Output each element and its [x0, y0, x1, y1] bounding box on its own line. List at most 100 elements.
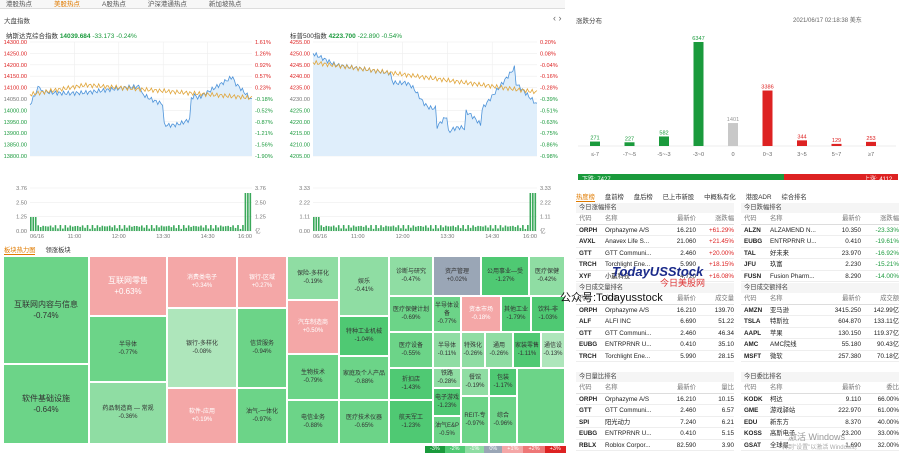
table-row[interactable]: GTT GTT Communi... 2.460 +20.00%: [576, 248, 734, 259]
sector-tile[interactable]: 资本市场 -0.18%: [461, 296, 501, 332]
tab-ipo[interactable]: 已上市新股: [662, 194, 695, 201]
table-row[interactable]: XYF 小赢科技 4.720 +16.08%: [576, 271, 734, 282]
table-row[interactable]: EUBG ENTRPRNR U... 0.410 35.10: [576, 339, 734, 351]
sector-tile[interactable]: 药品制造商 — 常规 -0.36%: [89, 382, 167, 444]
sector-tile[interactable]: 餐馆 -0.19%: [461, 368, 489, 396]
prev-next-arrows[interactable]: ‹ ›: [553, 13, 562, 23]
tab-private[interactable]: 中概私有化: [704, 194, 736, 201]
sector-tile[interactable]: 软件基础设施 -0.64%: [3, 364, 89, 444]
sector-tile[interactable]: 家装零售 -1.11%: [513, 332, 541, 368]
tab-a[interactable]: A股热点: [102, 1, 126, 8]
sector-tile[interactable]: 油气E&P -0.5%: [433, 416, 461, 444]
table-row[interactable]: TSLA 特斯拉 604.870 133.11亿: [741, 316, 899, 328]
tab-adr[interactable]: 港股ADR: [745, 194, 772, 201]
sector-tile[interactable]: 家庭及个人产品 -0.88%: [339, 356, 389, 400]
sector-tile[interactable]: 折扣店 -1.43%: [389, 368, 433, 400]
sector-change: -0.11%: [437, 351, 457, 357]
sector-tile[interactable]: 保险-多样化 -0.19%: [287, 256, 339, 300]
nasdaq-quote: 纳斯达克综合指数 14039.684 -33.173 -0.24%: [6, 30, 137, 40]
sector-tile[interactable]: 特种工业机械 -1.04%: [339, 316, 389, 356]
y-tick: 14200.00: [4, 63, 27, 69]
sector-tile[interactable]: 其他工业 -1.79%: [501, 296, 531, 332]
table-row[interactable]: AVXL Anavex Life S... 21.060 +21.45%: [576, 236, 734, 248]
table-row[interactable]: GTT GTT Communi... 2.460 46.34: [576, 328, 734, 339]
sector-tile[interactable]: 生物技术 -0.79%: [287, 354, 339, 400]
table-header: 代码 名称 最新价 量比: [576, 382, 734, 394]
sector-tile[interactable]: 电子游戏 -1.23%: [433, 388, 461, 416]
table-row[interactable]: TRCH Torchlight Ene... 5.990 28.15: [576, 351, 734, 362]
table-row[interactable]: KOSS 高斯电子 23.200 33.00%: [741, 428, 899, 440]
sector-tile[interactable]: 铁路 -0.28%: [433, 368, 461, 388]
sector-tile[interactable]: 油气-一体化 -0.97%: [237, 388, 287, 444]
sector-tile[interactable]: 互联网内容与信息 -0.74%: [3, 256, 89, 364]
sector-tile[interactable]: 医疗保健 -0.42%: [529, 256, 565, 296]
tab-overall[interactable]: 综合排名: [781, 194, 807, 201]
sector-tile[interactable]: 半导体设备 -0.77%: [433, 296, 461, 332]
sector-tile[interactable]: 娱乐 -0.41%: [339, 256, 389, 316]
sector-tile[interactable]: 信贷服务 -0.94%: [237, 308, 287, 388]
sector-tile[interactable]: 综合 -0.96%: [489, 396, 517, 444]
sector-tile[interactable]: 通用 -0.26%: [485, 332, 513, 368]
tab-hk[interactable]: 港股热点: [6, 1, 32, 8]
sector-tile[interactable]: REIT-专 -0.97%: [461, 396, 489, 444]
table-row[interactable]: FUSN Fusion Pharm... 8.290 -14.00%: [741, 271, 899, 282]
tab-connect[interactable]: 沪深港通热点: [147, 1, 187, 8]
sector-tile[interactable]: 资产管理 +0.02%: [433, 256, 481, 296]
table-row[interactable]: EDU 新东方 8.370 40.00%: [741, 417, 899, 428]
cell: +20.00%: [708, 249, 734, 257]
cell: -14.00%: [875, 272, 899, 280]
sector-tile[interactable]: 半导体 -0.11%: [433, 332, 461, 368]
table-row[interactable]: JFU 玖富 2.230 -15.21%: [741, 259, 899, 271]
sector-tile[interactable]: 医疗保健计划 -0.69%: [389, 296, 433, 332]
table-row[interactable]: EUBG ENTRPRNR U... 0.410 -19.61%: [741, 236, 899, 248]
tab-sg[interactable]: 新加坡热点: [208, 1, 242, 8]
table-row[interactable]: EUBG ENTRPRNR U... 0.410 5.15: [576, 428, 734, 440]
table-row[interactable]: GSAT 全球星 1.690 32.00%: [741, 440, 899, 451]
table-row[interactable]: AMC AMC院线 55.180 90.43亿: [741, 339, 899, 351]
sector-name: 医疗保健: [534, 269, 559, 275]
table-row[interactable]: ORPH Orphazyme A/S 16.210 10.15: [576, 394, 734, 405]
table-row[interactable]: AAPL 苹果 130.150 119.37亿: [741, 328, 899, 339]
tab-us[interactable]: 美股热点: [54, 1, 80, 8]
sector-tile[interactable]: 软件-应用 +0.19%: [167, 388, 237, 444]
sector-name: 消费类电子: [186, 275, 217, 281]
tab-premarket[interactable]: 盘前榜: [604, 194, 624, 201]
sector-tile[interactable]: 包装 -1.17%: [489, 368, 517, 396]
table-row[interactable]: ALF ALFI INC 6.690 51.22: [576, 316, 734, 328]
table-row[interactable]: GME 游戏驿站 222.970 61.00%: [741, 405, 899, 417]
cell: 代码: [579, 295, 592, 302]
table-row[interactable]: RBLX Roblox Corpor... 82.590 3.90: [576, 440, 734, 451]
table-row[interactable]: KODK 柯达 9.110 66.00%: [741, 394, 899, 405]
table-row[interactable]: TRCH Torchlight Ene... 5.990 +18.15%: [576, 259, 734, 271]
table-row[interactable]: GTT GTT Communi... 2.460 6.57: [576, 405, 734, 417]
tab-leading[interactable]: 领涨板块: [45, 247, 71, 254]
sector-tile[interactable]: 航天军工 -1.23%: [389, 400, 433, 444]
sector-tile[interactable]: 电信业务 -0.88%: [287, 400, 339, 444]
volume-bar: [165, 226, 168, 231]
tab-afterhours[interactable]: 盘后榜: [633, 194, 653, 201]
sector-tile[interactable]: 互联网零售 +0.63%: [89, 256, 167, 316]
sector-tile[interactable]: 消费类电子 +0.34%: [167, 256, 237, 308]
table-row[interactable]: ALZN ALZAMEND N... 10.350 -23.33%: [741, 225, 899, 236]
sector-tile[interactable]: 银行-区域 +0.27%: [237, 256, 287, 308]
sector-tile[interactable]: 医疗技术仪器 -0.65%: [339, 400, 389, 444]
sector-tile[interactable]: 特殊化 -0.26%: [461, 332, 485, 368]
table-row[interactable]: ORPH Orphazyme A/S 16.210 +61.29%: [576, 225, 734, 236]
table-row[interactable]: ORPH Orphazyme A/S 16.210 139.70: [576, 305, 734, 316]
sector-tile[interactable]: [517, 368, 565, 444]
sector-tile[interactable]: 半导体 -0.77%: [89, 316, 167, 382]
tab-hot[interactable]: 热度榜: [576, 194, 595, 202]
sector-tile[interactable]: 通信设 -0.13%: [541, 332, 565, 368]
sector-tile[interactable]: 医疗设备 -0.55%: [389, 332, 433, 368]
table-row[interactable]: TAL 好未来 23.970 -16.92%: [741, 248, 899, 259]
sector-tile[interactable]: 银行-多样化 -0.08%: [167, 308, 237, 388]
table-row[interactable]: AMZN 亚马逊 3415.250 142.99亿: [741, 305, 899, 316]
sector-tile[interactable]: 公用事业—受 -1.27%: [481, 256, 529, 296]
tab-heatmap[interactable]: 板块热力图: [4, 247, 36, 255]
table-row[interactable]: MSFT 微软 257.380 70.18亿: [741, 351, 899, 362]
table-row[interactable]: SPI 阳光动力 7.240 6.21: [576, 417, 734, 428]
sector-tile[interactable]: 汽车制造商 +0.50%: [287, 300, 339, 354]
sector-tile[interactable]: 饮料-非 -1.03%: [531, 296, 565, 332]
sector-tile[interactable]: 诊断与研究 -0.47%: [389, 256, 433, 296]
volume-bar: [163, 226, 165, 231]
